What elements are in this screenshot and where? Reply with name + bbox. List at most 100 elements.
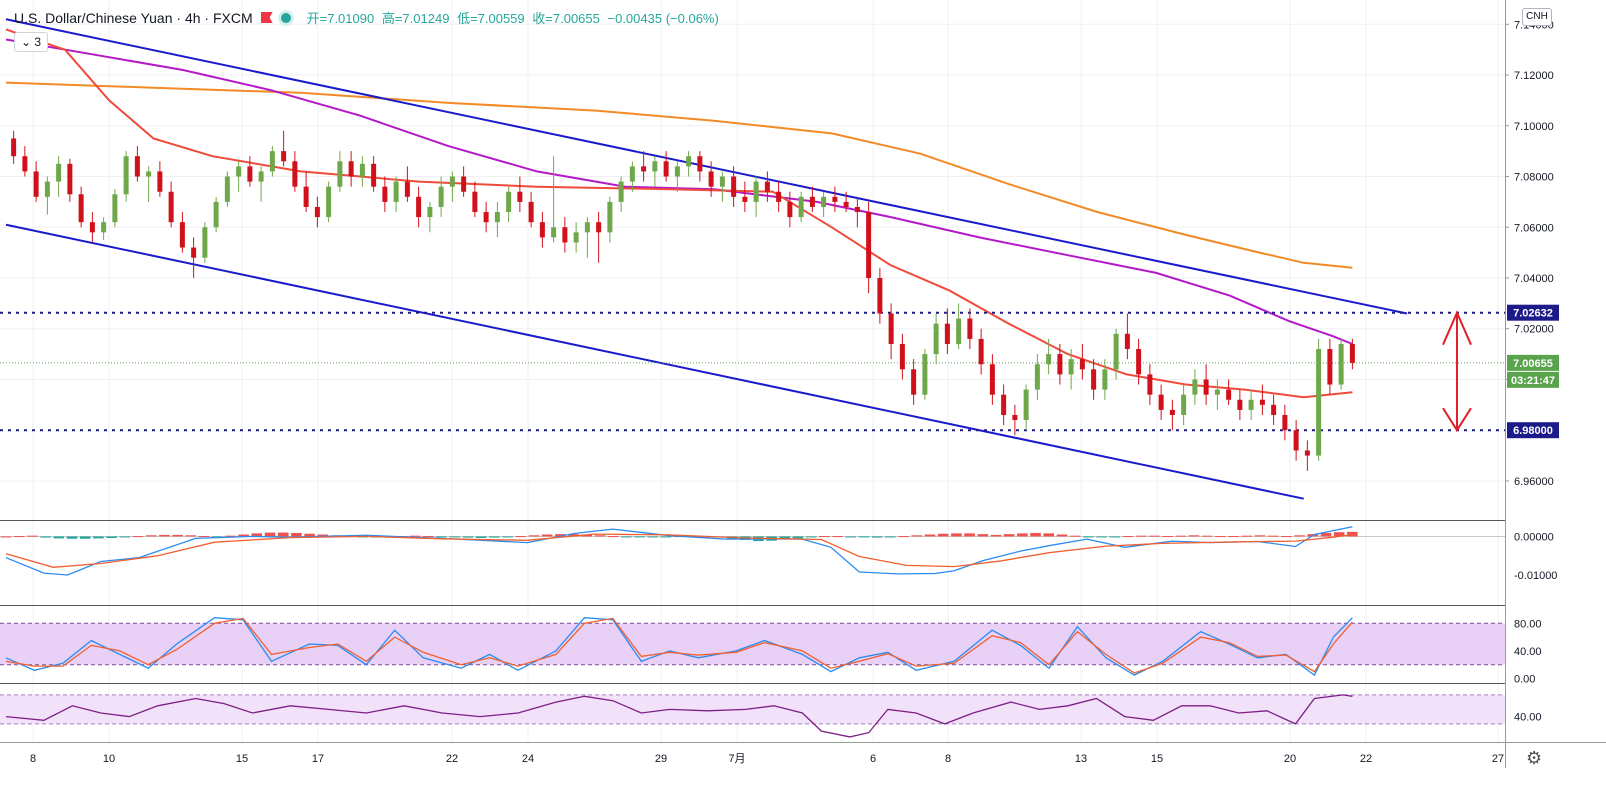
macd-bar [951, 533, 962, 537]
price-tick-label: 7.12000 [1514, 70, 1554, 82]
candle-body [989, 364, 995, 395]
candle [888, 303, 894, 360]
symbol-title[interactable]: U.S. Dollar/Chinese Yuan · 4h · FXCM [14, 9, 253, 26]
countdown-label-text: 03:21:47 [1511, 375, 1555, 387]
candle [967, 308, 973, 350]
candle [494, 201, 500, 238]
candle-body [1237, 399, 1243, 410]
candle [1169, 399, 1175, 431]
macd-bar [792, 536, 804, 539]
candle-body [1271, 404, 1277, 415]
candle [652, 156, 658, 187]
candle [191, 237, 197, 278]
candle-body [314, 206, 320, 218]
countdown-label-bg [1507, 371, 1559, 388]
candle-body [348, 161, 354, 177]
candle [877, 267, 883, 324]
candle-body [1012, 414, 1018, 421]
candle-body [1248, 399, 1254, 410]
macd-bar [291, 532, 302, 537]
macd-bar [185, 535, 197, 537]
candle-body [56, 163, 62, 182]
indicators-toggle[interactable]: ⌄ 3 [14, 32, 49, 52]
candle-body [1001, 394, 1007, 415]
macd-bar [132, 536, 144, 538]
candle-body [1158, 394, 1164, 410]
candle [348, 151, 354, 187]
candle [663, 151, 669, 182]
candle-body [11, 138, 17, 157]
range-arrow[interactable] [1442, 310, 1472, 433]
horizontal-levels[interactable] [0, 311, 1505, 432]
macd-bar [1333, 532, 1345, 537]
gear-icon[interactable]: ⚙ [1526, 748, 1543, 768]
candle-body [1282, 414, 1288, 431]
candle-body [146, 171, 152, 177]
candle-body [1034, 364, 1040, 390]
arrow-head-up[interactable] [1442, 310, 1472, 346]
stoch-band [0, 623, 1505, 665]
macd-bar [528, 535, 540, 537]
candle [281, 130, 287, 167]
candle-body [191, 247, 197, 258]
macd-bar [1030, 532, 1041, 537]
open-value: 开=7.01090 [306, 11, 375, 26]
candle [978, 328, 984, 375]
macd-bar [159, 534, 170, 537]
candle-body [1046, 354, 1052, 365]
channel-lines[interactable] [5, 18, 1408, 500]
candle-body [1102, 369, 1108, 390]
candle [461, 166, 467, 197]
macd-bar [1056, 534, 1068, 537]
candle-body [461, 176, 467, 192]
candle-body [776, 191, 782, 202]
candle-body [911, 369, 917, 395]
symbol-legend[interactable]: U.S. Dollar/Chinese Yuan · 4h · FXCM 开=7… [14, 8, 723, 27]
candle-body [629, 166, 635, 182]
candle-body [168, 191, 174, 223]
candle [1349, 338, 1355, 370]
candle-body [506, 191, 512, 213]
macd-bar [990, 534, 1002, 537]
channel-line-lower[interactable] [5, 223, 1304, 500]
candle [1181, 384, 1187, 426]
macd-bar [885, 536, 896, 538]
candle-body [1068, 359, 1074, 375]
candles [11, 130, 1355, 471]
candle [854, 196, 860, 228]
candle-body [877, 277, 883, 314]
candle-body [123, 156, 129, 195]
candle [573, 222, 579, 253]
macd-tick-label: 0.00000 [1514, 531, 1554, 543]
candle-body [89, 222, 95, 233]
candle [134, 146, 140, 182]
macd-bar [449, 536, 461, 538]
candle-body [933, 323, 939, 355]
macd-bar [1320, 532, 1332, 537]
arrow-head-down[interactable] [1442, 407, 1472, 433]
candle-body [258, 171, 264, 182]
candle-body [866, 212, 872, 278]
candle [989, 354, 995, 405]
candle [213, 196, 219, 233]
candle-body [742, 196, 748, 202]
candle-body [652, 161, 658, 172]
macd-bar [805, 536, 817, 538]
macd-bar [581, 534, 593, 537]
candle [472, 181, 478, 218]
candle-body [1327, 349, 1333, 385]
channel-line-upper[interactable] [5, 18, 1408, 315]
macd-bar [251, 533, 263, 537]
currency-badge[interactable]: CNH [1522, 8, 1552, 26]
time-tick-label: 24 [522, 753, 534, 765]
macd-bar [871, 536, 883, 538]
candle-body [1057, 354, 1063, 375]
time-tick-label: 22 [1360, 753, 1372, 765]
candle-body [1349, 343, 1355, 363]
flag-icon[interactable] [260, 12, 273, 23]
macd-bar [172, 534, 183, 537]
candle [1046, 338, 1052, 375]
candle [562, 217, 568, 253]
indicator-count: 3 [34, 35, 42, 49]
